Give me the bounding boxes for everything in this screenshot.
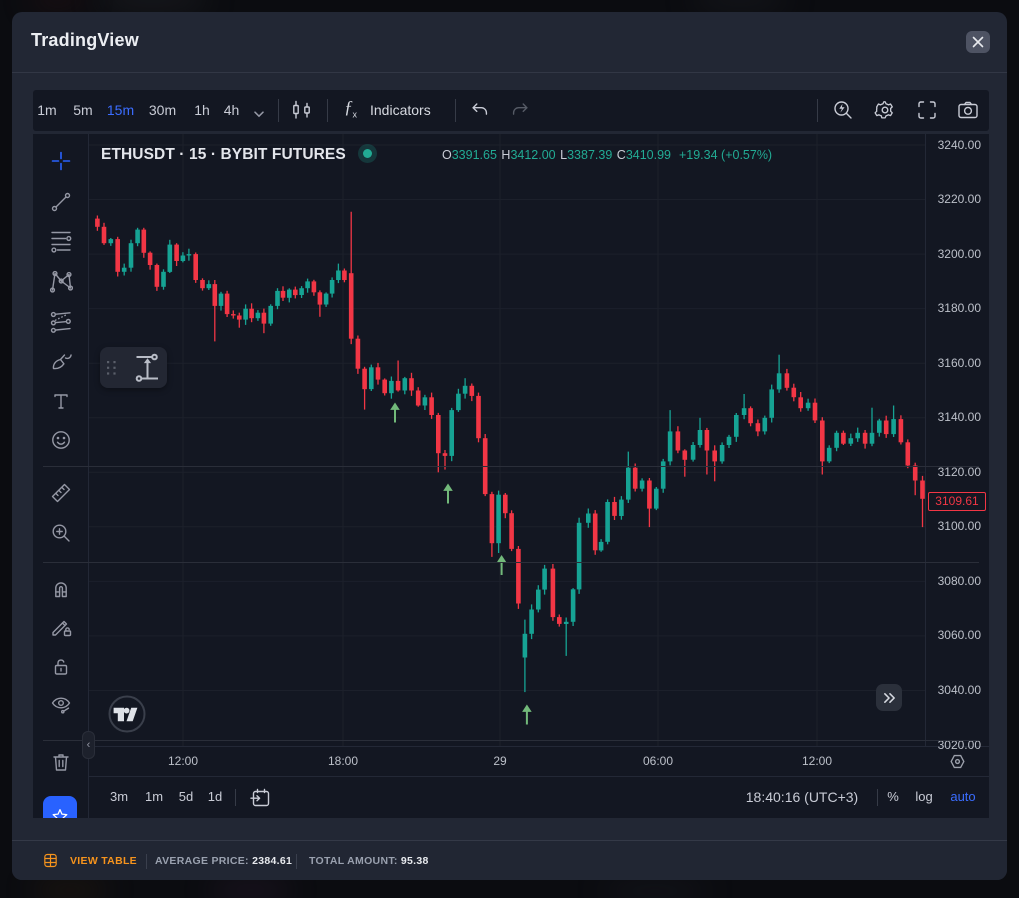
svg-text:ƒ: ƒ	[344, 97, 353, 117]
svg-text:x: x	[353, 110, 358, 120]
